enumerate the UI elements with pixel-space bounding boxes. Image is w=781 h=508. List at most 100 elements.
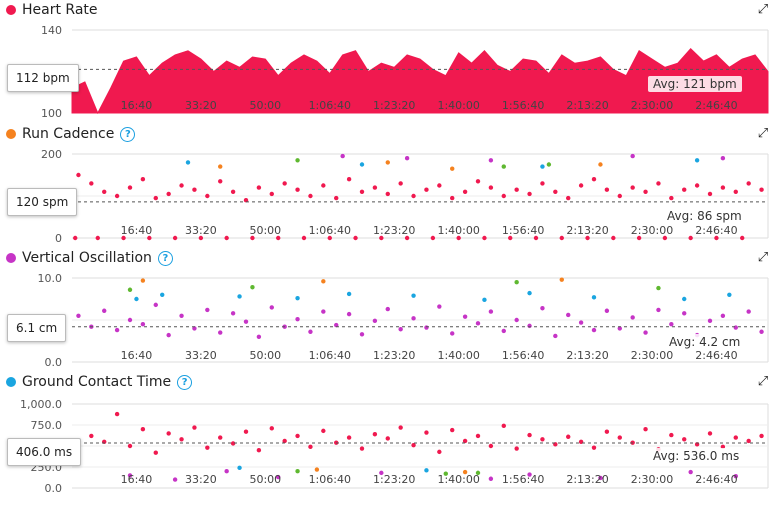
data-point bbox=[256, 334, 262, 339]
data-point bbox=[172, 235, 178, 241]
x-tick-label: 50:00 bbox=[249, 224, 281, 237]
data-point bbox=[669, 432, 674, 438]
x-tick-label: 50:00 bbox=[249, 473, 281, 486]
data-point bbox=[166, 191, 171, 197]
data-point bbox=[488, 309, 494, 314]
data-point bbox=[398, 425, 403, 430]
data-point bbox=[205, 445, 210, 450]
vertical-oscillation-cursor-label: 6.1 cm bbox=[7, 314, 67, 342]
data-point bbox=[694, 183, 700, 188]
data-point bbox=[295, 158, 300, 163]
data-point bbox=[321, 279, 326, 284]
data-point bbox=[604, 429, 610, 434]
data-point bbox=[404, 235, 410, 241]
x-tick-label: 1:40:00 bbox=[437, 473, 479, 486]
expand-icon[interactable]: ⤢ bbox=[757, 126, 769, 141]
x-tick-label: 2:46:40 bbox=[695, 349, 737, 362]
x-tick-label: 1:56:40 bbox=[502, 473, 544, 486]
data-point bbox=[733, 325, 738, 330]
data-point bbox=[76, 313, 81, 318]
data-point bbox=[475, 179, 481, 184]
data-point bbox=[185, 160, 191, 165]
help-icon[interactable]: ? bbox=[177, 374, 193, 390]
heart-rate-area bbox=[71, 47, 769, 115]
data-point bbox=[379, 470, 384, 476]
data-point bbox=[656, 181, 661, 186]
data-point bbox=[179, 313, 184, 318]
data-point bbox=[514, 187, 519, 192]
x-tick-label: 33:20 bbox=[185, 224, 217, 237]
data-point bbox=[591, 177, 597, 182]
x-tick-label: 1:56:40 bbox=[502, 224, 544, 237]
data-point bbox=[179, 437, 184, 442]
data-point bbox=[475, 433, 481, 439]
data-point bbox=[450, 427, 455, 433]
x-tick-label: 16:40 bbox=[121, 99, 153, 112]
help-icon[interactable]: ? bbox=[120, 126, 136, 142]
data-point bbox=[527, 290, 532, 296]
data-point bbox=[514, 446, 519, 451]
data-point bbox=[508, 235, 513, 241]
heart-rate-avg-label: Avg: 121 bpm bbox=[648, 76, 742, 92]
data-point bbox=[527, 191, 532, 197]
data-point bbox=[598, 475, 603, 481]
x-tick-label: 1:56:40 bbox=[502, 99, 544, 112]
expand-icon[interactable]: ⤢ bbox=[757, 250, 769, 265]
data-point bbox=[385, 306, 390, 312]
data-point bbox=[301, 235, 307, 241]
x-tick-label: 2:46:40 bbox=[695, 473, 737, 486]
data-point bbox=[430, 235, 436, 241]
heart-rate-cursor-label: 112 bpm bbox=[7, 64, 79, 92]
data-point bbox=[230, 189, 236, 194]
x-tick-label: 1:23:20 bbox=[373, 99, 415, 112]
data-point bbox=[114, 327, 120, 333]
data-point bbox=[604, 308, 610, 313]
data-point bbox=[514, 317, 519, 323]
data-point bbox=[462, 189, 468, 194]
data-point bbox=[140, 278, 146, 283]
x-tick-label: 1:23:20 bbox=[373, 349, 415, 362]
data-point bbox=[707, 191, 713, 197]
data-point bbox=[643, 189, 648, 194]
data-point bbox=[198, 235, 204, 241]
x-tick-label: 2:13:20 bbox=[566, 349, 608, 362]
data-point bbox=[295, 469, 300, 474]
data-point bbox=[295, 433, 300, 439]
vertical-oscillation-chart: 10.05.00.016:4033:2050:001:06:401:23:201… bbox=[38, 272, 769, 369]
data-point bbox=[314, 467, 320, 472]
data-point bbox=[411, 442, 416, 448]
data-point bbox=[720, 313, 726, 318]
data-point bbox=[669, 322, 674, 327]
data-point bbox=[733, 435, 738, 440]
heart-rate-dot bbox=[6, 5, 16, 15]
heart-rate-title: Heart Rate bbox=[6, 0, 98, 20]
help-icon[interactable]: ? bbox=[157, 250, 173, 266]
data-point bbox=[250, 285, 255, 290]
data-point bbox=[114, 411, 120, 417]
x-tick-label: 1:23:20 bbox=[373, 224, 415, 237]
data-point bbox=[585, 235, 590, 241]
x-tick-label: 2:30:00 bbox=[631, 349, 673, 362]
x-tick-label: 2:46:40 bbox=[695, 224, 737, 237]
data-point bbox=[437, 449, 442, 455]
data-point bbox=[243, 198, 249, 203]
data-point bbox=[475, 321, 481, 326]
data-point bbox=[346, 311, 352, 317]
data-point bbox=[611, 235, 616, 241]
expand-icon[interactable]: ⤢ bbox=[757, 2, 769, 17]
y-tick-label: 0.0 bbox=[45, 356, 63, 369]
data-point bbox=[276, 235, 281, 241]
data-point bbox=[295, 187, 300, 192]
data-point bbox=[462, 469, 468, 475]
data-point bbox=[411, 193, 416, 199]
ground-contact-time-title-label: Ground Contact Time bbox=[22, 374, 172, 390]
data-point bbox=[501, 423, 506, 429]
data-point bbox=[553, 189, 558, 194]
data-point bbox=[591, 445, 597, 450]
data-point bbox=[172, 477, 178, 482]
x-tick-label: 33:20 bbox=[185, 349, 217, 362]
data-point bbox=[256, 448, 262, 453]
data-point bbox=[694, 158, 700, 163]
expand-icon[interactable]: ⤢ bbox=[757, 374, 769, 389]
data-point bbox=[462, 438, 468, 444]
